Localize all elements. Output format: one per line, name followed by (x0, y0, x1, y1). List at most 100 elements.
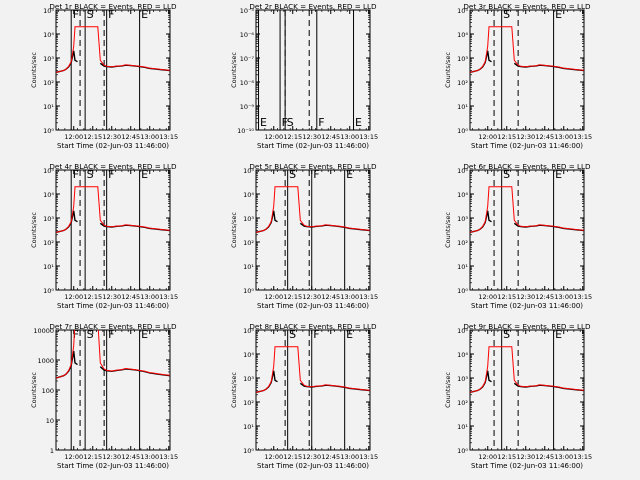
series-line-lld (256, 186, 370, 233)
x-tick-label: 13:00 (554, 133, 573, 141)
marker-label-S: S (503, 328, 510, 341)
series-line-events (256, 210, 370, 234)
y-tick-label: 10⁵ (243, 327, 254, 335)
series-line-events (56, 50, 170, 74)
x-tick-label: 12:30 (302, 453, 321, 461)
series-line-events (470, 210, 584, 234)
x-tick-label: 12:45 (321, 453, 340, 461)
marker-label-E: E (141, 8, 148, 21)
marker-label-E: E (555, 328, 562, 341)
marker-label-E: E (141, 328, 148, 341)
x-tick-label: 12:45 (535, 133, 554, 141)
y-axis-title: Counts/sec (230, 52, 238, 88)
y-tick-label: 10¹ (243, 423, 254, 431)
panel-det-1: Det 1r BLACK = Events, RED = LLD 10⁰ 10¹ 10… (30, 2, 178, 150)
y-tick-label: 10⁰ (43, 127, 54, 135)
marker-label-S: S (503, 168, 510, 181)
x-axis-title: Start Time (02-Jun-03 11:46:00) (257, 462, 369, 470)
y-axis-title: Counts/sec (444, 372, 452, 408)
y-tick-label: 10⁻⁶ (240, 31, 255, 39)
x-tick-label: 13:15 (159, 133, 178, 141)
y-tick-label: 10³ (457, 55, 468, 63)
y-tick-label: 10000 (33, 327, 54, 335)
y-tick-label: 10³ (457, 375, 468, 383)
y-tick-label: 10² (43, 239, 54, 247)
panel-title: Det 3r BLACK = Events, RED = LLD (463, 2, 591, 11)
y-axis-title: Counts/sec (230, 372, 238, 408)
x-tick-label: 12:30 (102, 293, 121, 301)
x-tick-label: 12:00 (64, 293, 83, 301)
marker-label-F: F (73, 168, 79, 181)
y-axis-title: Counts/sec (230, 212, 238, 248)
y-axis-title: Counts/sec (30, 212, 38, 248)
panel-det-2: Det 2r BLACK = Events, RED = LLD 10⁻¹⁰ 10⁻… (230, 2, 378, 150)
x-tick-label: 12:00 (478, 453, 497, 461)
x-tick-label: 13:15 (359, 133, 378, 141)
marker-label-S: S (289, 328, 296, 341)
y-tick-label: 10⁴ (243, 191, 254, 199)
marker-label-F: F (73, 8, 79, 21)
marker-label-F: F (108, 168, 114, 181)
x-tick-label: 12:00 (478, 133, 497, 141)
x-tick-label: 13:00 (140, 293, 159, 301)
x-tick-label: 12:30 (102, 453, 121, 461)
x-axis-title: Start Time (02-Jun-03 11:46:00) (57, 302, 169, 310)
y-tick-label: 10⁵ (43, 7, 54, 15)
y-tick-label: 10⁰ (43, 287, 54, 295)
x-tick-label: 12:30 (302, 133, 321, 141)
x-tick-label: 12:45 (535, 453, 554, 461)
panel-det-5: Det 5r BLACK = Events, RED = LLD 10⁰ 10¹ 10… (230, 162, 378, 310)
y-tick-label: 10¹ (457, 423, 468, 431)
plot-frame (55, 169, 171, 291)
panel-det-9: Det 9r BLACK = Events, RED = LLD 10⁰ 10¹ 10… (444, 322, 592, 470)
marker-label-S: S (287, 116, 294, 129)
series-line-lld (56, 26, 170, 73)
y-tick-label: 10⁰ (243, 447, 254, 455)
x-tick-label: 13:00 (340, 133, 359, 141)
marker-label-S: S (87, 328, 94, 341)
marker-label-F: F (313, 328, 319, 341)
plot-frame (255, 169, 371, 291)
y-tick-label: 10⁴ (43, 191, 54, 199)
x-tick-label: 12:00 (64, 453, 83, 461)
y-tick-label: 10⁰ (457, 287, 468, 295)
y-tick-label: 100 (42, 387, 54, 395)
y-tick-label: 10⁻⁵ (240, 7, 255, 15)
plot-frame (255, 9, 371, 131)
panel-title: Det 5r BLACK = Events, RED = LLD (249, 162, 377, 171)
x-tick-label: 13:15 (573, 453, 592, 461)
y-tick-label: 1 (50, 447, 54, 455)
panel-title: Det 6r BLACK = Events, RED = LLD (463, 162, 591, 171)
panel-title: Det 9r BLACK = Events, RED = LLD (463, 322, 591, 331)
panel-det-3: Det 3r BLACK = Events, RED = LLD 10⁰ 10¹ 10… (444, 2, 592, 150)
x-tick-label: 12:00 (264, 453, 283, 461)
x-tick-label: 12:15 (497, 293, 516, 301)
plot-frame (469, 329, 585, 451)
y-axis-title: Counts/sec (444, 212, 452, 248)
x-tick-label: 12:45 (121, 133, 140, 141)
x-tick-label: 12:15 (83, 293, 102, 301)
x-tick-label: 12:15 (497, 133, 516, 141)
x-tick-label: 12:15 (83, 133, 102, 141)
y-tick-label: 10³ (243, 215, 254, 223)
x-tick-label: 13:00 (554, 293, 573, 301)
x-axis-title: Start Time (02-Jun-03 11:46:00) (257, 142, 369, 150)
y-tick-label: 10¹ (457, 103, 468, 111)
x-tick-label: 12:00 (264, 133, 283, 141)
series-line-events (256, 370, 370, 394)
y-tick-label: 10³ (457, 215, 468, 223)
panel-title: Det 4r BLACK = Events, RED = LLD (49, 162, 177, 171)
x-tick-label: 13:15 (359, 453, 378, 461)
x-tick-label: 12:00 (264, 293, 283, 301)
y-tick-label: 10¹ (457, 263, 468, 271)
marker-label-E: E (260, 116, 267, 129)
x-tick-label: 12:45 (535, 293, 554, 301)
marker-label-S: S (289, 168, 296, 181)
y-tick-label: 10⁻⁸ (240, 79, 255, 87)
x-axis-title: Start Time (02-Jun-03 11:46:00) (471, 302, 583, 310)
x-tick-label: 12:15 (283, 293, 302, 301)
x-tick-label: 12:15 (283, 453, 302, 461)
series-line-lld (470, 26, 584, 73)
x-tick-label: 12:45 (321, 133, 340, 141)
panel-det-7: Det 7r BLACK = Events, RED = LLD 1 10 100 10… (30, 322, 178, 470)
